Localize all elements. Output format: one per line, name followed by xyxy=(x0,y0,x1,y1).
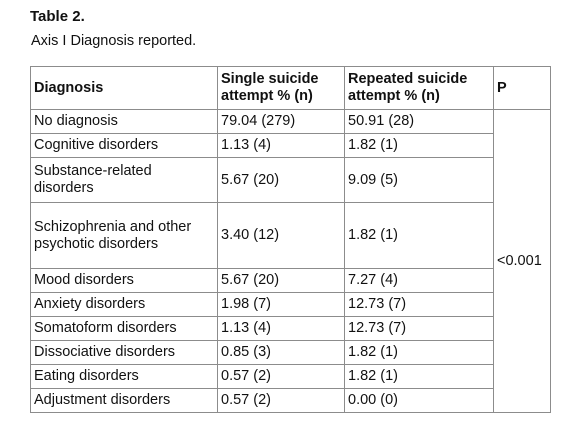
cell-repeated: 1.82 (1) xyxy=(344,133,494,158)
table-row: Mood disorders 5.67 (20) 7.27 (4) xyxy=(30,268,551,293)
table-row: Anxiety disorders 1.98 (7) 12.73 (7) xyxy=(30,292,551,317)
cell-single: 1.13 (4) xyxy=(217,133,345,158)
cell-single: 1.98 (7) xyxy=(217,292,345,317)
cell-diagnosis: Cognitive disorders xyxy=(30,133,218,158)
cell-repeated: 9.09 (5) xyxy=(344,157,494,203)
cell-repeated: 12.73 (7) xyxy=(344,292,494,317)
cell-diagnosis: Substance-related disorders xyxy=(30,157,218,203)
cell-single: 3.40 (12) xyxy=(217,202,345,269)
table-label: Table 2. xyxy=(30,8,85,25)
cell-repeated: 1.82 (1) xyxy=(344,340,494,365)
cell-single: 0.85 (3) xyxy=(217,340,345,365)
table-row: Schizophrenia and other psychotic disord… xyxy=(30,202,551,269)
diagnosis-table: Diagnosis Single suicide attempt % (n) R… xyxy=(30,66,551,413)
table-row: Eating disorders 0.57 (2) 1.82 (1) xyxy=(30,364,551,389)
cell-repeated: 50.91 (28) xyxy=(344,109,494,134)
cell-repeated: 1.82 (1) xyxy=(344,364,494,389)
table-header-row: Diagnosis Single suicide attempt % (n) R… xyxy=(30,66,551,110)
table-row: Cognitive disorders 1.13 (4) 1.82 (1) xyxy=(30,133,551,158)
cell-single: 5.67 (20) xyxy=(217,268,345,293)
table-row: No diagnosis 79.04 (279) 50.91 (28) <0.0… xyxy=(30,109,551,413)
header-diagnosis: Diagnosis xyxy=(30,66,218,110)
cell-single: 0.57 (2) xyxy=(217,364,345,389)
cell-repeated: 0.00 (0) xyxy=(344,388,494,413)
cell-diagnosis: Adjustment disorders xyxy=(30,388,218,413)
cell-single: 1.13 (4) xyxy=(217,316,345,341)
table-row: Dissociative disorders 0.85 (3) 1.82 (1) xyxy=(30,340,551,365)
header-p: P xyxy=(493,66,551,110)
cell-repeated: 1.82 (1) xyxy=(344,202,494,269)
cell-diagnosis: Mood disorders xyxy=(30,268,218,293)
cell-repeated: 7.27 (4) xyxy=(344,268,494,293)
table-row: Somatoform disorders 1.13 (4) 12.73 (7) xyxy=(30,316,551,341)
cell-diagnosis: Schizophrenia and other psychotic disord… xyxy=(30,202,218,269)
cell-diagnosis: No diagnosis xyxy=(30,109,218,134)
cell-diagnosis: Somatoform disorders xyxy=(30,316,218,341)
cell-repeated: 12.73 (7) xyxy=(344,316,494,341)
cell-diagnosis: Eating disorders xyxy=(30,364,218,389)
cell-single: 0.57 (2) xyxy=(217,388,345,413)
table-row: Adjustment disorders 0.57 (2) 0.00 (0) xyxy=(30,388,551,413)
cell-p-value: <0.001 xyxy=(493,109,551,413)
cell-diagnosis: Anxiety disorders xyxy=(30,292,218,317)
header-repeated-attempt: Repeated suicide attempt % (n) xyxy=(344,66,494,110)
cell-single: 79.04 (279) xyxy=(217,109,345,134)
cell-diagnosis: Dissociative disorders xyxy=(30,340,218,365)
table-row: Substance-related disorders 5.67 (20) 9.… xyxy=(30,157,551,203)
table-caption: Axis I Diagnosis reported. xyxy=(31,33,197,49)
table-header-block: Table 2. Axis I Diagnosis reported. xyxy=(30,8,570,50)
header-single-attempt: Single suicide attempt % (n) xyxy=(217,66,345,110)
cell-single: 5.67 (20) xyxy=(217,157,345,203)
